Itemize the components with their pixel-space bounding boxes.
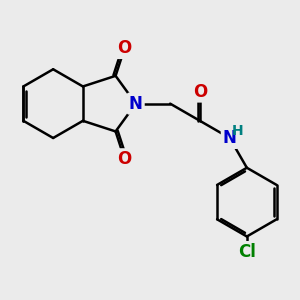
Text: Cl: Cl — [238, 243, 256, 261]
Text: O: O — [118, 39, 132, 57]
Text: O: O — [118, 150, 132, 168]
Text: N: N — [223, 129, 237, 147]
Text: H: H — [231, 124, 243, 138]
Text: O: O — [193, 82, 207, 100]
Text: N: N — [129, 94, 143, 112]
